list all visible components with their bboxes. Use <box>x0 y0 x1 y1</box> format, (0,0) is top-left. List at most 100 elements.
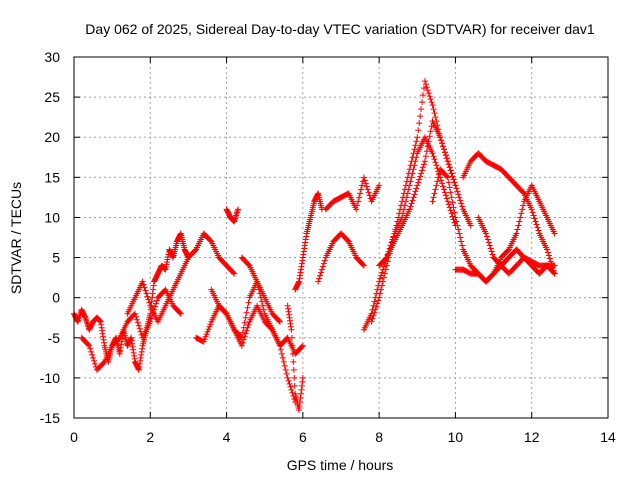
data-point <box>440 183 447 190</box>
data-point <box>411 191 418 198</box>
data-point <box>430 106 437 113</box>
data-point <box>415 127 422 134</box>
data-point <box>379 269 386 276</box>
y-tick-label: 15 <box>44 169 60 185</box>
data-point <box>372 306 379 313</box>
data-point <box>426 93 433 100</box>
data-point <box>431 156 438 163</box>
y-tick-label: 10 <box>44 209 60 225</box>
data-point <box>410 194 417 201</box>
data-point <box>455 226 462 233</box>
data-point <box>398 202 405 209</box>
data-point <box>222 309 229 316</box>
data-point <box>289 342 296 349</box>
data-point <box>276 317 283 324</box>
data-point <box>317 269 324 276</box>
data-point <box>545 252 552 259</box>
data-point <box>357 190 364 197</box>
data-point <box>370 302 377 309</box>
data-point <box>298 343 305 350</box>
data-point <box>245 299 252 306</box>
series-sat-l <box>360 134 459 333</box>
data-point <box>427 96 434 103</box>
data-point <box>485 239 492 246</box>
data-point <box>519 206 526 213</box>
series-sat-i <box>292 190 325 293</box>
data-point <box>530 212 537 219</box>
data-point <box>416 176 423 183</box>
data-point <box>417 113 424 120</box>
data-point <box>203 331 210 338</box>
data-point <box>86 342 93 349</box>
data-point <box>406 166 413 173</box>
data-point <box>458 238 465 245</box>
data-point <box>176 309 183 316</box>
data-point <box>426 133 433 140</box>
data-point <box>353 206 360 213</box>
data-point <box>205 326 212 333</box>
data-point <box>407 162 414 169</box>
y-tick-label: -5 <box>48 330 61 346</box>
data-point <box>443 195 450 202</box>
data-point <box>433 162 440 169</box>
data-point <box>459 203 466 210</box>
data-point <box>381 270 388 277</box>
data-point <box>504 247 511 254</box>
data-point <box>483 233 490 240</box>
data-point <box>489 251 496 258</box>
data-point <box>245 321 252 328</box>
data-point <box>317 272 324 279</box>
plot-frame <box>73 56 609 419</box>
data-point <box>376 182 383 189</box>
data-point <box>141 284 148 291</box>
data-point <box>453 218 460 225</box>
data-point <box>358 182 365 189</box>
data-point <box>377 290 384 297</box>
data-point <box>153 297 160 304</box>
data-point <box>429 198 436 205</box>
ticks-layer: 0 2 4 6 8 10 12 14 -15 -10 -5 0 5 10 15 20 25 30 <box>40 49 616 445</box>
data-point <box>433 182 440 189</box>
data-point <box>518 210 525 217</box>
data-point <box>533 221 540 228</box>
data-point <box>299 342 306 349</box>
data-point <box>143 290 150 297</box>
series-sat-n <box>376 118 459 269</box>
data-point <box>379 282 386 289</box>
data-point <box>454 222 461 229</box>
data-point <box>423 84 430 91</box>
data-point <box>445 161 452 168</box>
data-point <box>432 159 439 166</box>
y-tick-label: -15 <box>40 410 60 426</box>
series-sat-c <box>124 230 238 325</box>
data-point <box>446 184 453 191</box>
data-point <box>288 326 295 333</box>
data-point <box>444 158 451 165</box>
data-point <box>100 359 107 366</box>
data-point <box>279 354 286 361</box>
data-point <box>420 164 427 171</box>
data-point <box>393 222 400 229</box>
data-point <box>551 230 558 237</box>
data-point <box>488 248 495 255</box>
x-tick-label: 8 <box>375 429 383 445</box>
data-point <box>380 274 387 281</box>
data-point <box>289 389 296 396</box>
data-point <box>421 78 428 85</box>
data-point <box>450 176 457 183</box>
data-point <box>277 346 284 353</box>
y-tick-label: 25 <box>44 89 60 105</box>
points-layer <box>71 78 558 413</box>
y-tick-label: -10 <box>40 370 60 386</box>
data-point <box>532 218 539 225</box>
data-point <box>299 374 306 381</box>
data-point <box>244 324 251 331</box>
data-point <box>239 339 246 346</box>
data-point <box>356 194 363 201</box>
data-point <box>355 198 362 205</box>
data-point <box>432 114 439 121</box>
data-point <box>374 300 381 307</box>
data-point <box>448 194 455 201</box>
data-point <box>290 358 297 365</box>
